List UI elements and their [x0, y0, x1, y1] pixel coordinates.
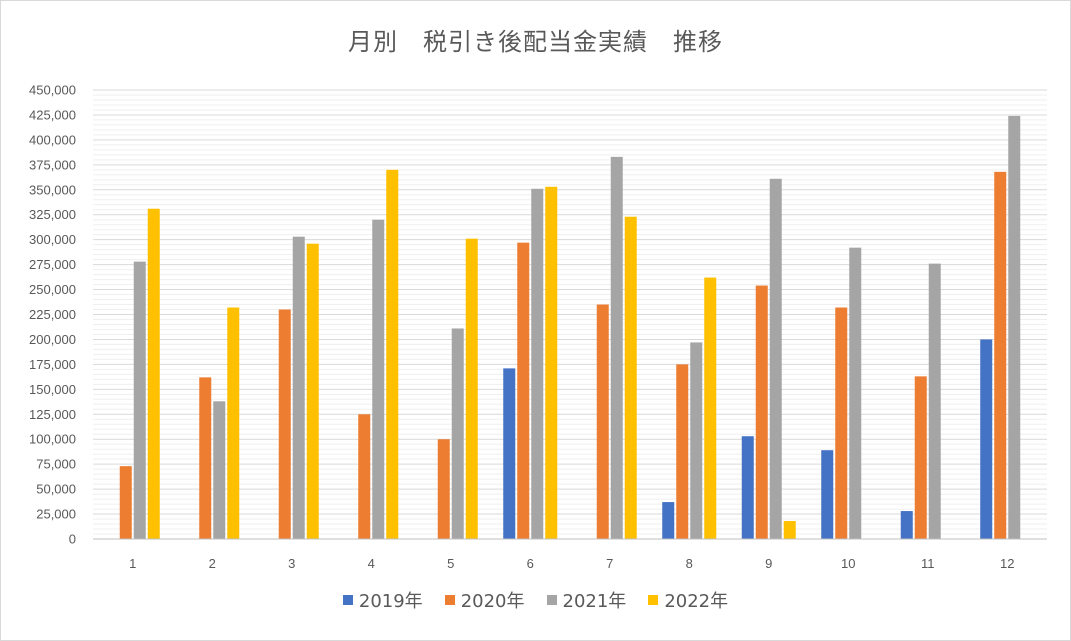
x-tick-label: 9 [765, 556, 772, 571]
bar-2021年-7 [610, 156, 623, 539]
bar-2021年-8 [690, 342, 703, 539]
legend-label: 2021年 [562, 591, 627, 612]
x-tick-label: 12 [1000, 556, 1014, 571]
axis-layer: 0 25,000 50,000 75,000 100,000 125,000 150,000… [29, 83, 1047, 571]
y-tick-label: 0 [69, 532, 76, 547]
bar-2022年-8 [704, 277, 717, 539]
x-tick-label: 3 [288, 556, 295, 571]
legend-label: 2020年 [460, 591, 525, 612]
y-tick-label: 225,000 [29, 307, 76, 322]
legend-swatch [546, 595, 557, 605]
bars-layer [119, 115, 1021, 540]
y-tick-label: 175,000 [29, 357, 76, 372]
y-tick-label: 75,000 [36, 457, 76, 472]
grid-layer [93, 89, 1047, 540]
x-tick-label: 5 [447, 556, 454, 571]
bar-2021年-1 [133, 261, 146, 539]
x-tick-label: 6 [527, 556, 534, 571]
x-tick-label: 10 [841, 556, 855, 571]
legend-item: 2021年 [546, 587, 627, 613]
bar-2021年-2 [213, 401, 226, 539]
bar-2021年-6 [531, 188, 544, 539]
x-tick-label: 4 [368, 556, 375, 571]
y-tick-label: 300,000 [29, 232, 76, 247]
bar-2021年-5 [451, 328, 464, 539]
x-tick-label: 11 [921, 556, 935, 571]
y-tick-label: 350,000 [29, 182, 76, 197]
y-tick-label: 100,000 [29, 432, 76, 447]
legend-item: 2019年 [342, 587, 423, 613]
bar-2019年-11 [900, 511, 913, 539]
legend-item: 2022年 [648, 587, 728, 613]
bar-2019年-12 [980, 339, 993, 539]
bar-2022年-6 [545, 186, 558, 540]
bar-2020年-8 [676, 364, 689, 539]
x-tick-label: 2 [209, 556, 216, 571]
x-tick-label: 1 [129, 556, 136, 571]
x-tick-label: 8 [686, 556, 693, 571]
bar-2020年-5 [437, 439, 450, 539]
bar-2020年-7 [596, 304, 609, 539]
bar-2020年-9 [755, 285, 768, 539]
bar-2021年-4 [372, 219, 385, 539]
y-tick-label: 125,000 [29, 407, 76, 422]
y-tick-label: 400,000 [29, 132, 76, 147]
bar-2022年-7 [624, 216, 637, 539]
legend-swatch [444, 595, 455, 605]
y-tick-label: 25,000 [36, 507, 76, 522]
bar-2019年-10 [821, 450, 834, 539]
bar-2020年-4 [358, 414, 371, 539]
bar-2019年-8 [662, 502, 675, 539]
bar-2020年-10 [835, 307, 848, 539]
x-tick-label: 7 [606, 556, 613, 571]
bar-2020年-6 [517, 242, 530, 539]
chart-title: 月別 税引き後配当金実績 推移 [348, 28, 723, 56]
y-tick-label: 275,000 [29, 257, 76, 272]
bar-2020年-2 [199, 377, 212, 539]
bar-2022年-5 [465, 238, 478, 539]
bar-2019年-9 [741, 436, 754, 539]
bar-2020年-12 [994, 171, 1007, 539]
legend-swatch [342, 595, 353, 605]
bar-2021年-10 [849, 247, 862, 539]
bar-2020年-3 [278, 309, 291, 539]
legend-label: 2022年 [664, 591, 729, 612]
y-tick-label: 200,000 [29, 332, 76, 347]
bar-2019年-6 [503, 368, 516, 539]
bar-2021年-9 [769, 178, 782, 539]
legend-swatch [648, 595, 659, 605]
legend-item: 2020年 [444, 587, 525, 613]
bar-2021年-11 [928, 263, 941, 539]
bar-2022年-4 [386, 169, 399, 540]
y-tick-label: 450,000 [29, 83, 76, 98]
bar-2022年-1 [147, 208, 160, 540]
bar-2020年-1 [119, 466, 132, 539]
bar-2022年-9 [783, 521, 796, 539]
bar-2020年-11 [914, 376, 927, 539]
y-tick-label: 250,000 [29, 282, 76, 297]
y-tick-label: 150,000 [29, 382, 76, 397]
y-tick-label: 425,000 [29, 107, 76, 122]
bar-2022年-3 [306, 243, 319, 539]
bar-2021年-3 [292, 236, 305, 539]
bar-2021年-12 [1008, 115, 1021, 539]
bar-2022年-2 [227, 307, 240, 539]
y-tick-label: 325,000 [29, 207, 76, 222]
y-tick-label: 50,000 [36, 482, 76, 497]
legend-label: 2019年 [358, 591, 423, 612]
y-tick-label: 375,000 [29, 157, 76, 172]
legend: 2019年 2020年 2021年 2022年 [0, 587, 1071, 613]
